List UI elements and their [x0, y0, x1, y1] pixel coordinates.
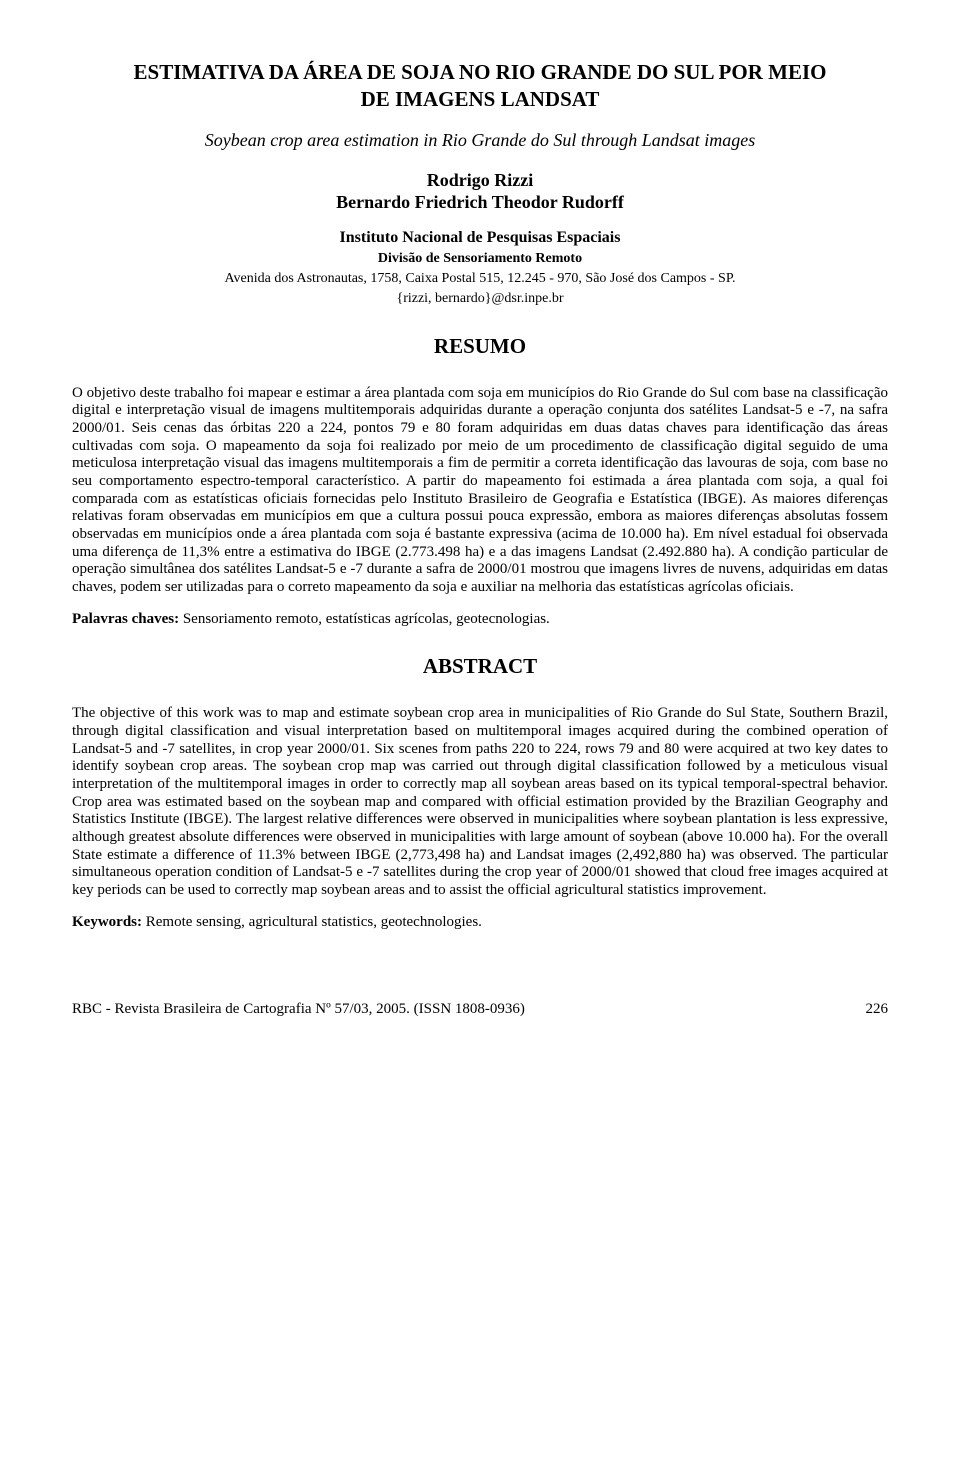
- authors-block: Rodrigo Rizzi Bernardo Friedrich Theodor…: [72, 169, 888, 214]
- resumo-keywords-text: Sensoriamento remoto, estatísticas agríc…: [179, 611, 550, 627]
- page-footer: RBC - Revista Brasileira de Cartografia …: [72, 1001, 888, 1019]
- abstract-keywords-line: Keywords: Remote sensing, agricultural s…: [72, 914, 888, 932]
- abstract-keywords-label: Keywords:: [72, 914, 142, 930]
- abstract-body: The objective of this work was to map an…: [72, 705, 888, 900]
- resumo-keywords-line: Palavras chaves: Sensoriamento remoto, e…: [72, 611, 888, 629]
- affiliation-email: {rizzi, bernardo}@dsr.inpe.br: [396, 291, 563, 306]
- affiliation-address: Avenida dos Astronautas, 1758, Caixa Pos…: [224, 271, 735, 286]
- paper-title-line1: ESTIMATIVA DA ÁREA DE SOJA NO RIO GRANDE…: [72, 60, 888, 85]
- resumo-heading: RESUMO: [72, 334, 888, 359]
- footer-journal-ref: RBC - Revista Brasileira de Cartografia …: [72, 1001, 525, 1019]
- abstract-keywords-text: Remote sensing, agricultural statistics,…: [142, 914, 482, 930]
- author-2: Bernardo Friedrich Theodor Rudorff: [336, 192, 624, 212]
- author-1: Rodrigo Rizzi: [427, 170, 533, 190]
- paper-title-line2: DE IMAGENS LANDSAT: [72, 87, 888, 112]
- affiliation-institution: Instituto Nacional de Pesquisas Espaciai…: [340, 229, 621, 246]
- resumo-keywords-label: Palavras chaves:: [72, 611, 179, 627]
- abstract-heading: ABSTRACT: [72, 654, 888, 679]
- resumo-body: O objetivo deste trabalho foi mapear e e…: [72, 385, 888, 597]
- affiliation-block: Instituto Nacional de Pesquisas Espaciai…: [72, 228, 888, 308]
- affiliation-division: Divisão de Sensoriamento Remoto: [378, 251, 582, 266]
- footer-page-number: 226: [866, 1001, 889, 1019]
- paper-subtitle: Soybean crop area estimation in Rio Gran…: [72, 130, 888, 151]
